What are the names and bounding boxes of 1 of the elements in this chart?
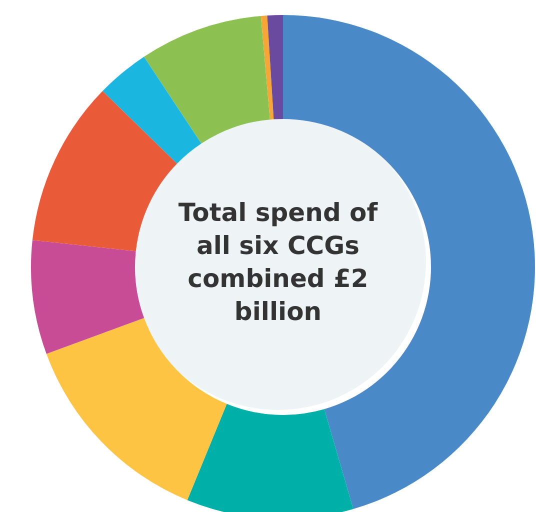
text: Total spend of all six CCGs combined £2 billion — [177, 197, 379, 328]
